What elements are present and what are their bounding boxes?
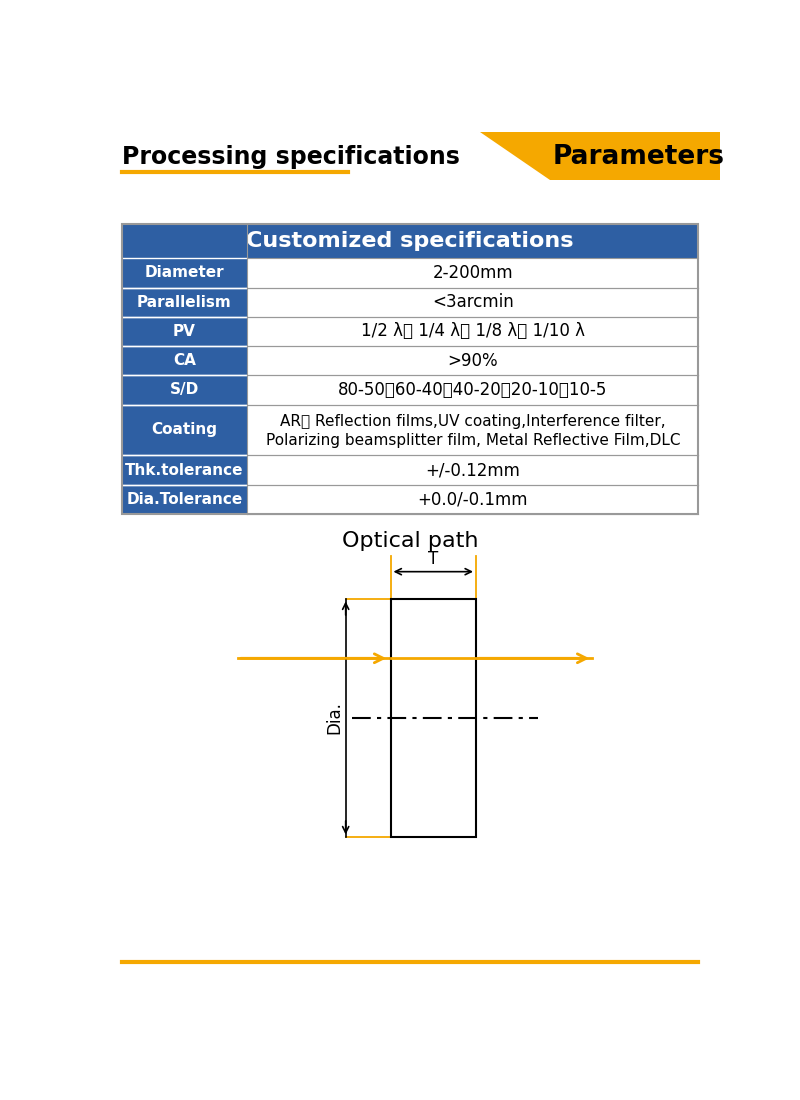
Text: PV: PV [173, 323, 196, 339]
Text: S/D: S/D [170, 383, 199, 397]
Text: 1/2 λ、 1/4 λ、 1/8 λ、 1/10 λ: 1/2 λ、 1/4 λ、 1/8 λ、 1/10 λ [361, 322, 585, 340]
Text: Coating: Coating [151, 422, 218, 438]
Text: Customized specifications: Customized specifications [246, 231, 574, 251]
Bar [247, 258, 698, 287]
Text: +/-0.12mm: +/-0.12mm [426, 461, 520, 478]
Bar [122, 287, 247, 317]
Text: Polarizing beamsplitter film, Metal Reflective Film,DLC: Polarizing beamsplitter film, Metal Refl… [266, 432, 680, 448]
Text: Dia.: Dia. [326, 702, 344, 735]
Text: >90%: >90% [447, 352, 498, 370]
Bar [122, 317, 247, 346]
Text: AR、 Reflection films,UV coating,Interference filter,: AR、 Reflection films,UV coating,Interfer… [280, 414, 666, 429]
Bar [247, 317, 698, 346]
Text: 80-50、60-40、40-20、20-10、10-5: 80-50、60-40、40-20、20-10、10-5 [338, 381, 607, 399]
Text: T: T [428, 550, 438, 568]
Bar [247, 405, 698, 455]
Bar [122, 258, 247, 287]
Bar [247, 375, 698, 405]
Text: <3arcmin: <3arcmin [432, 294, 514, 311]
Bar [390, 598, 476, 837]
Text: Dia.Tolerance: Dia.Tolerance [126, 492, 242, 507]
Bar [122, 405, 247, 455]
Text: Processing specifications: Processing specifications [122, 144, 459, 168]
Bar [247, 346, 698, 375]
Bar [122, 346, 247, 375]
Text: +0.0/-0.1mm: +0.0/-0.1mm [418, 491, 528, 508]
Text: Thk.tolerance: Thk.tolerance [126, 462, 244, 477]
Text: 2-200mm: 2-200mm [433, 264, 513, 282]
Bar [247, 287, 698, 317]
Text: Parameters: Parameters [553, 144, 725, 169]
Text: Diameter: Diameter [145, 265, 224, 280]
Bar [122, 455, 247, 485]
Bar [122, 224, 698, 258]
Bar [122, 375, 247, 405]
Bar [247, 455, 698, 485]
Text: Parallelism: Parallelism [137, 295, 232, 310]
Polygon shape [480, 132, 720, 179]
Text: Optical path: Optical path [342, 531, 478, 551]
Bar [122, 485, 247, 514]
Bar [247, 485, 698, 514]
Bar [122, 224, 698, 514]
Text: CA: CA [173, 353, 196, 369]
